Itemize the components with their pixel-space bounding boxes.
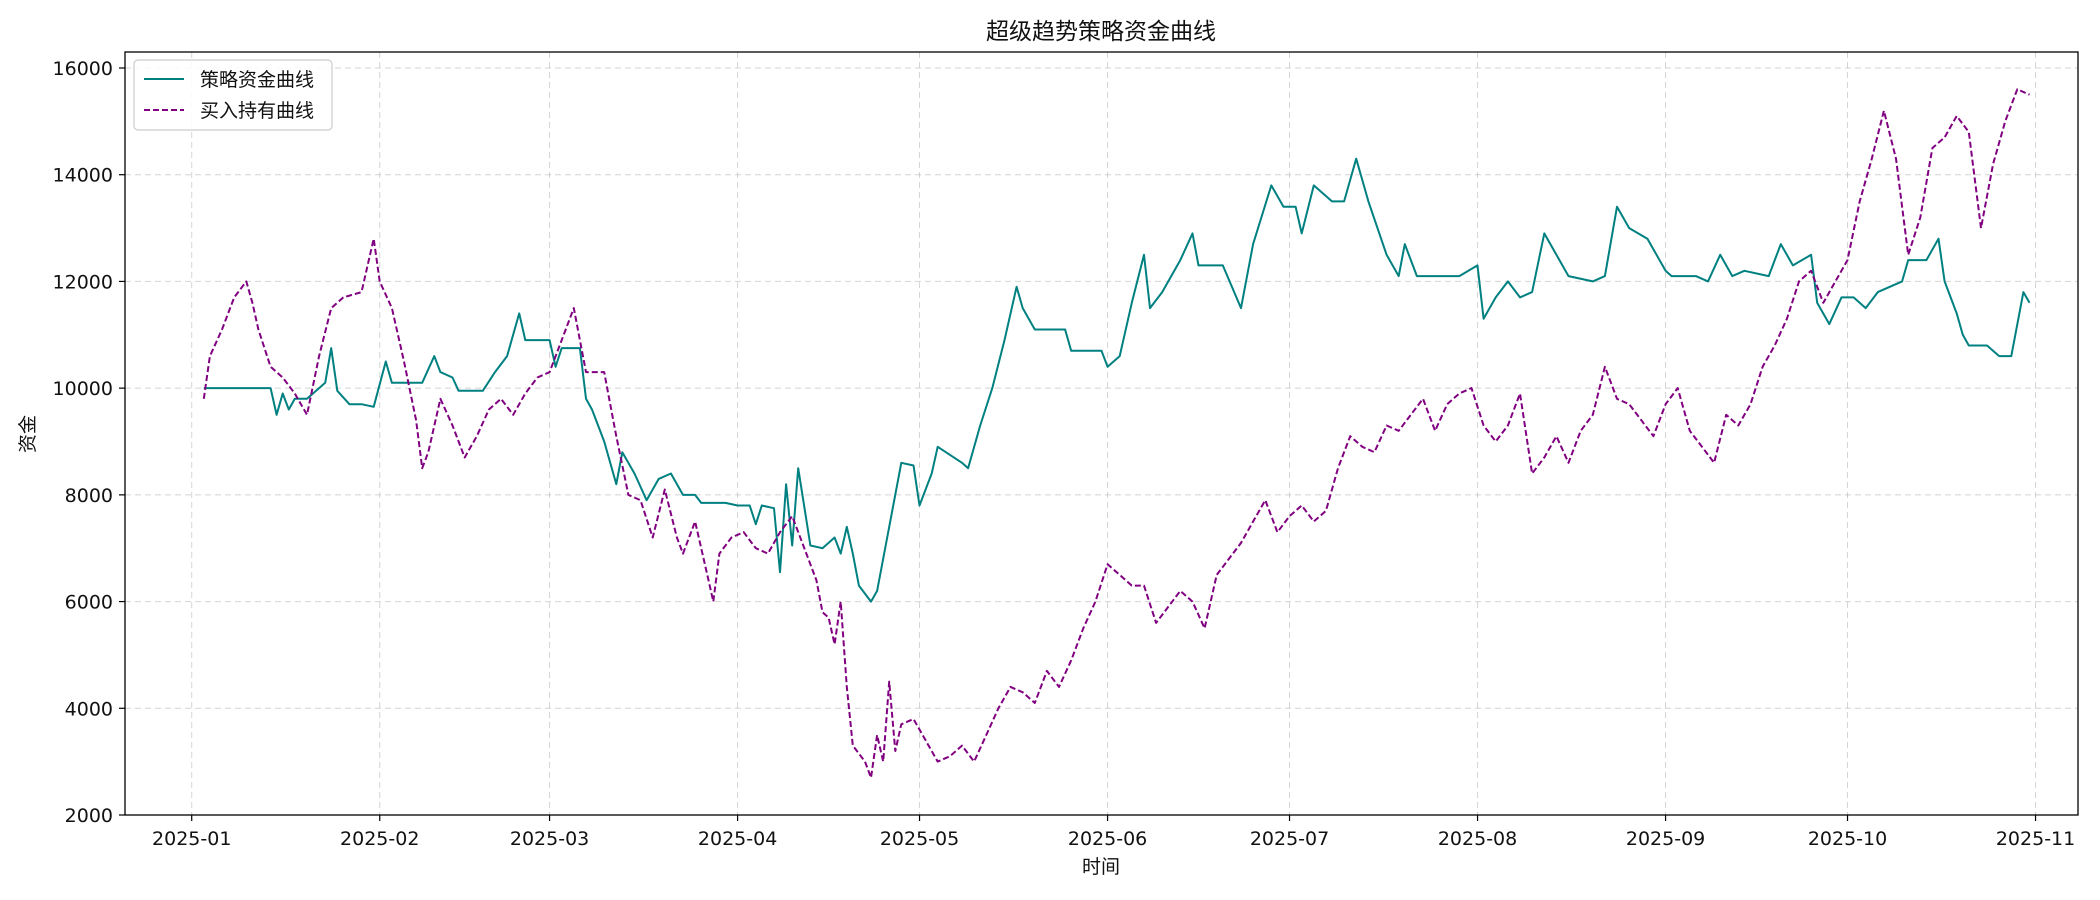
legend: 策略资金曲线 买入持有曲线 bbox=[133, 59, 333, 131]
x-tick-label: 2025-02 bbox=[340, 828, 419, 850]
x-axis-title: 时间 bbox=[1082, 856, 1120, 878]
y-tick-label: 4000 bbox=[65, 698, 113, 720]
legend-label-buy-hold: 买入持有曲线 bbox=[200, 100, 314, 122]
x-tick-label: 2025-07 bbox=[1250, 828, 1329, 850]
grid bbox=[125, 52, 2078, 816]
y-tick-label: 16000 bbox=[53, 58, 113, 80]
y-tick-label: 8000 bbox=[65, 485, 113, 507]
x-tick-label: 2025-11 bbox=[1996, 828, 2075, 850]
x-tick-label: 2025-06 bbox=[1068, 828, 1147, 850]
y-axis: 2000 4000 6000 8000 10000 12000 14000 16000 bbox=[53, 58, 125, 827]
x-tick-label: 2025-04 bbox=[698, 828, 777, 850]
y-tick-label: 2000 bbox=[65, 805, 113, 827]
x-tick-label: 2025-08 bbox=[1438, 828, 1517, 850]
x-tick-label: 2025-09 bbox=[1626, 828, 1705, 850]
y-tick-label: 10000 bbox=[53, 378, 113, 400]
y-tick-label: 6000 bbox=[65, 592, 113, 614]
x-tick-label: 2025-01 bbox=[152, 828, 231, 850]
chart-title: 超级趋势策略资金曲线 bbox=[986, 19, 1216, 45]
x-axis: 2025-01 2025-02 2025-03 2025-04 2025-05 2025-… bbox=[152, 815, 2075, 850]
buy-hold-equity-line bbox=[202, 88, 2030, 779]
plot-frame bbox=[124, 51, 2079, 816]
x-tick-label: 2025-05 bbox=[880, 828, 959, 850]
y-tick-label: 14000 bbox=[53, 165, 113, 187]
y-tick-label: 12000 bbox=[53, 271, 113, 293]
x-tick-label: 2025-10 bbox=[1808, 828, 1887, 850]
series-layer bbox=[202, 88, 2031, 779]
x-tick-label: 2025-03 bbox=[510, 828, 589, 850]
legend-label-strategy: 策略资金曲线 bbox=[200, 69, 314, 91]
strategy-equity-line bbox=[203, 157, 2031, 603]
legend-box bbox=[133, 59, 333, 131]
y-axis-title: 资金 bbox=[17, 415, 39, 453]
